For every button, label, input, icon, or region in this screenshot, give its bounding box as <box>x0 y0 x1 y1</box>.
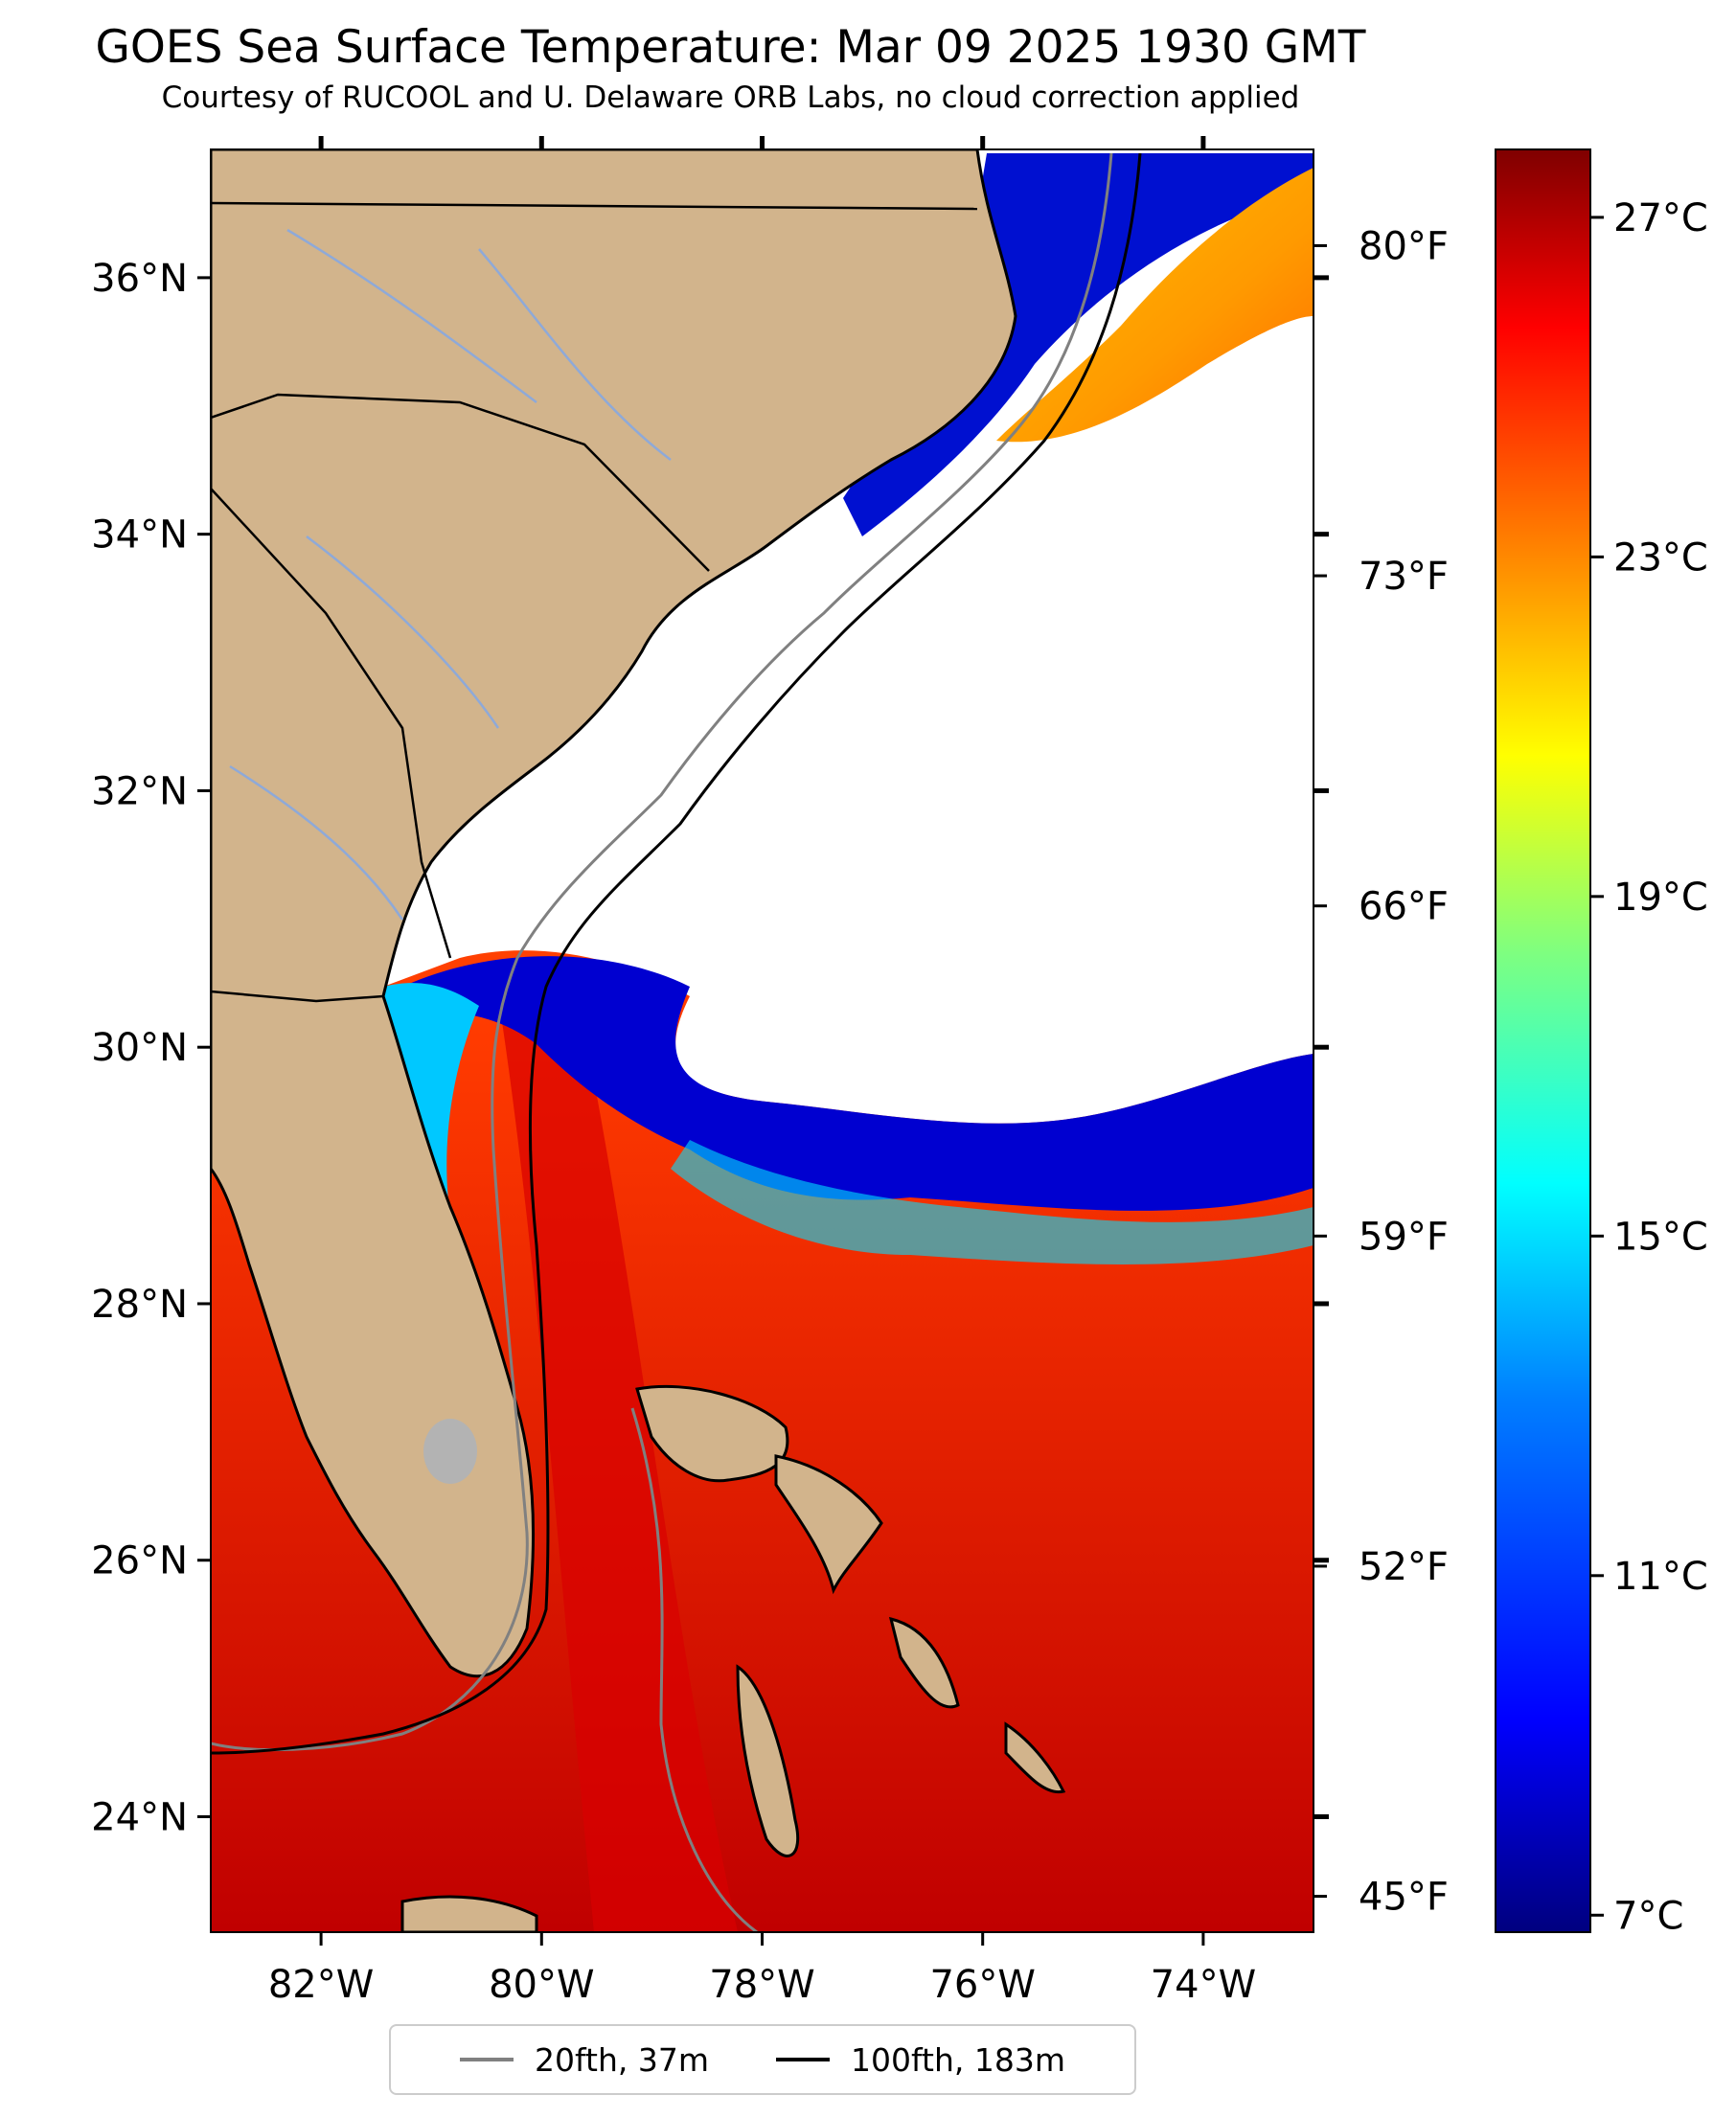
cb-tick-label-3: 15°C <box>1613 1215 1708 1259</box>
legend-label-20fth: 20fth, 37m <box>535 2040 709 2079</box>
lat-tick-label-4: 32°N <box>91 769 188 813</box>
abaco-island <box>774 1454 883 1595</box>
eleuthera-island <box>888 1616 960 1709</box>
northern-cold-water <box>843 153 1313 536</box>
colorbar <box>1495 148 1591 1933</box>
lon-tick-label-4: 74°W <box>1151 1963 1256 2007</box>
latitude-axis: 24°N 26°N 28°N 30°N 32°N 34°N 36°N <box>91 257 1329 1840</box>
lake-okeechobee <box>423 1419 477 1484</box>
f-tick-label-2: 66°F <box>1359 885 1449 929</box>
map-title: GOES Sea Surface Temperature: Mar 09 202… <box>95 21 1366 74</box>
cb-tick-label-5: 7°C <box>1613 1894 1683 1938</box>
colorbar-axis: 27°C 23°C 19°C 15°C 11°C 7°C <box>1590 196 1708 1938</box>
gulf-stream-plume <box>996 168 1313 443</box>
rivers <box>229 228 672 921</box>
florida-current <box>498 987 738 1932</box>
exuma-island <box>1004 1721 1066 1794</box>
f-tick-label-3: 59°F <box>1359 1215 1449 1259</box>
cold-water-band <box>402 956 1313 1211</box>
f-tick-label-0: 80°F <box>1359 224 1449 268</box>
lon-tick-label-3: 76°W <box>929 1963 1035 2007</box>
lat-tick-label-6: 36°N <box>91 257 188 301</box>
isobath-20fth <box>211 152 1113 1752</box>
bahama-bank-isobath <box>630 1407 758 1932</box>
nc-sc-border <box>211 393 710 572</box>
isobath-legend: 20fth, 37m 100fth, 183m <box>389 2024 1136 2095</box>
lat-tick-label-2: 28°N <box>91 1283 188 1327</box>
f-tick-label-1: 73°F <box>1359 555 1449 599</box>
lat-tick-label-5: 34°N <box>91 513 188 558</box>
lat-tick-label-3: 30°N <box>91 1026 188 1070</box>
legend-label-100fth: 100fth, 183m <box>851 2040 1065 2079</box>
lon-tick-label-1: 80°W <box>489 1963 594 2007</box>
cb-tick-label-4: 11°C <box>1613 1555 1708 1599</box>
andros-island <box>736 1664 800 1857</box>
us-southeast-landmass <box>211 149 1017 1678</box>
legend-line-gray <box>460 2058 514 2061</box>
cuba-coast <box>400 1895 538 1932</box>
fahrenheit-axis: 80°F 73°F 66°F 59°F 52°F 45°F <box>1313 224 1449 1920</box>
map-plot-area <box>211 149 1313 1932</box>
lat-tick-label-1: 26°N <box>91 1539 188 1583</box>
f-tick-label-4: 52°F <box>1359 1545 1449 1589</box>
legend-item-20fth: 20fth, 37m <box>460 2041 709 2079</box>
legend-line-black <box>776 2058 830 2061</box>
map-subtitle: Courtesy of RUCOOL and U. Delaware ORB L… <box>161 80 1300 115</box>
ga-fl-border <box>211 990 384 1003</box>
lon-tick-label-0: 82°W <box>268 1963 374 2007</box>
lat-tick-label-0: 24°N <box>91 1796 188 1840</box>
cb-tick-label-2: 19°C <box>1613 876 1708 920</box>
nearshore-cool <box>383 983 479 1245</box>
cool-water-band <box>671 1140 1313 1264</box>
lon-tick-label-2: 78°W <box>709 1963 814 2007</box>
cb-tick-label-1: 23°C <box>1613 535 1708 580</box>
cb-tick-label-0: 27°C <box>1613 196 1708 240</box>
longitude-axis: 82°W 80°W 78°W 76°W 74°W <box>268 136 1256 2007</box>
sc-ga-border <box>211 488 452 959</box>
va-nc-border <box>211 201 978 211</box>
legend-item-100fth: 100fth, 183m <box>776 2041 1065 2079</box>
isobath-100fth <box>211 152 1142 1755</box>
f-tick-label-5: 45°F <box>1359 1876 1449 1920</box>
